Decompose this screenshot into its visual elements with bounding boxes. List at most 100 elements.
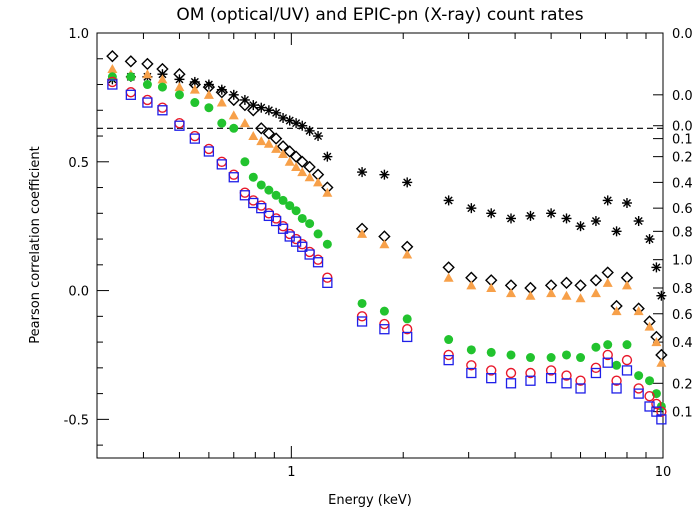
open-circle-marker [356, 311, 368, 322]
triangle-marker [284, 156, 295, 166]
asterisk-marker [644, 234, 655, 245]
filled-circle-marker [546, 353, 556, 363]
open-circle-marker [277, 220, 289, 232]
axes-group: 1 101.00.50.0-0.50.00.00.00.10.20.40.60.8… [64, 27, 693, 480]
triangle-marker [651, 337, 662, 347]
asterisk-marker [602, 195, 613, 206]
open-square-marker [297, 241, 308, 252]
open-circle-marker [575, 375, 586, 386]
asterisk-stroke [506, 214, 516, 223]
open-square-marker [356, 316, 368, 327]
triangle-marker [107, 64, 118, 74]
open-square-marker [561, 378, 572, 389]
open-circle-marker [651, 398, 662, 410]
open-square-marker [602, 357, 613, 368]
asterisk-marker [633, 216, 644, 227]
asterisk-stroke [272, 108, 281, 117]
open-circle-marker [402, 324, 413, 335]
filled-circle-marker [525, 353, 535, 363]
right-axis-label: 0.4 [672, 176, 693, 191]
triangle-marker [297, 167, 308, 177]
asterisk-marker [466, 203, 477, 214]
triangle-marker [611, 306, 622, 316]
asterisk-stroke [264, 106, 273, 115]
open-circle-marker [505, 367, 517, 379]
triangle-marker [189, 84, 200, 94]
triangle-marker [590, 288, 601, 298]
diamond-marker [269, 132, 283, 145]
filled-circle-marker [506, 350, 516, 360]
filled-circle-marker [576, 353, 586, 363]
asterisk-stroke [645, 235, 654, 244]
triangle-marker [656, 357, 667, 367]
diamond-marker [289, 150, 303, 163]
diamond-marker [589, 274, 603, 287]
open-circle-marker [297, 239, 308, 250]
triangle-marker [216, 97, 227, 107]
open-circle-marker [189, 130, 201, 142]
open-square-marker [284, 231, 295, 242]
y-tick-label: -0.5 [64, 413, 89, 428]
open-circle-marker [174, 117, 185, 129]
y-tick-label: 0.5 [68, 156, 89, 171]
open-square-marker [611, 383, 622, 394]
open-square-marker [525, 375, 536, 386]
diamond-marker [238, 98, 252, 112]
filled-circle-marker [603, 340, 613, 350]
triangle-marker [644, 321, 655, 331]
asterisk-marker [322, 151, 333, 162]
open-square-marker [125, 89, 137, 100]
asterisk-marker [313, 131, 324, 142]
triangle-marker [486, 283, 497, 292]
open-square-marker [157, 105, 168, 116]
filled-circle-marker [402, 314, 412, 324]
filled-circle-marker [229, 123, 239, 133]
diamond-marker [227, 93, 240, 107]
right-axis-label: 0.0 [672, 120, 693, 135]
open-circle-marker [125, 87, 137, 98]
filled-circle-marker [645, 376, 655, 386]
filled-circle-marker [240, 157, 250, 167]
right-axis-label: 1.0 [672, 254, 693, 269]
asterisk-marker [304, 125, 315, 136]
asterisk-marker [546, 208, 557, 219]
triangle-marker [575, 293, 586, 303]
asterisk-marker [486, 208, 497, 219]
filled-circle-marker [322, 239, 332, 249]
y-axis-label: Pearson correlation coefficient [28, 146, 43, 343]
asterisk-stroke [622, 198, 632, 208]
open-square-marker [239, 190, 251, 201]
open-circle-marker [525, 367, 536, 379]
open-square-marker [248, 197, 259, 209]
open-square-marker [189, 133, 200, 144]
asterisk-marker [621, 198, 632, 208]
asterisk-stroke [292, 119, 301, 128]
open-circle-marker [379, 318, 390, 330]
triangle-marker [203, 89, 214, 99]
asterisk-marker [561, 213, 572, 224]
open-square-marker [545, 373, 557, 384]
diamond-marker [141, 57, 154, 71]
open-circle-marker [203, 143, 215, 155]
filled-circle-marker [248, 172, 258, 182]
diamond-marker [215, 86, 228, 99]
open-circle-marker [443, 349, 454, 361]
right-axis-label: 0.2 [672, 151, 693, 166]
filled-circle-marker [264, 185, 274, 195]
triangle-marker [263, 138, 274, 148]
open-square-marker [263, 210, 275, 222]
diamond-marker [247, 104, 260, 117]
right-axis-label: 0.2 [672, 377, 693, 392]
asterisk-marker [575, 221, 586, 232]
triangle-marker [304, 172, 315, 182]
open-circle-marker [590, 362, 602, 374]
asterisk-marker [651, 262, 662, 273]
asterisk-stroke [657, 291, 666, 300]
triangle-marker [239, 118, 250, 128]
diamond-marker [173, 68, 186, 81]
asterisk-stroke [444, 196, 453, 205]
triangle-marker [271, 143, 282, 153]
triangle-marker [248, 131, 259, 141]
open-square-marker [505, 378, 517, 389]
triangle-marker [525, 290, 536, 300]
